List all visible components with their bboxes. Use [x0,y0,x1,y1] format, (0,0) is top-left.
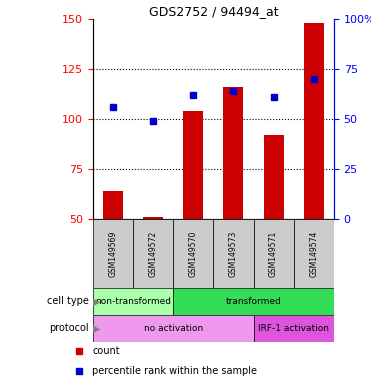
Bar [173,288,334,315]
Bar [253,315,334,342]
Bar [103,191,123,219]
Text: non-transformed: non-transformed [95,297,171,306]
Bar [93,219,133,288]
Text: GSM149571: GSM149571 [269,230,278,276]
Text: ▶: ▶ [93,323,100,333]
Text: ▶: ▶ [93,296,100,306]
Bar [294,219,334,288]
Bar [93,288,173,315]
Text: IRF-1 activation: IRF-1 activation [258,324,329,333]
Bar [213,219,253,288]
Bar [253,219,294,288]
Text: GSM149574: GSM149574 [309,230,318,276]
Text: GSM149573: GSM149573 [229,230,238,276]
Bar [143,217,163,219]
Bar [133,219,173,288]
Bar [304,23,324,219]
Text: cell type: cell type [47,296,89,306]
Text: count: count [92,346,120,356]
Text: GSM149570: GSM149570 [189,230,198,276]
Bar [223,87,243,219]
Bar [173,219,213,288]
Text: GSM149569: GSM149569 [108,230,117,276]
Bar [263,135,284,219]
Text: GSM149572: GSM149572 [148,230,158,276]
Text: no activation: no activation [144,324,203,333]
Text: transformed: transformed [226,297,281,306]
Text: percentile rank within the sample: percentile rank within the sample [92,366,257,376]
Bar [183,111,203,219]
Text: protocol: protocol [49,323,89,333]
Bar [93,315,253,342]
Title: GDS2752 / 94494_at: GDS2752 / 94494_at [148,5,278,18]
